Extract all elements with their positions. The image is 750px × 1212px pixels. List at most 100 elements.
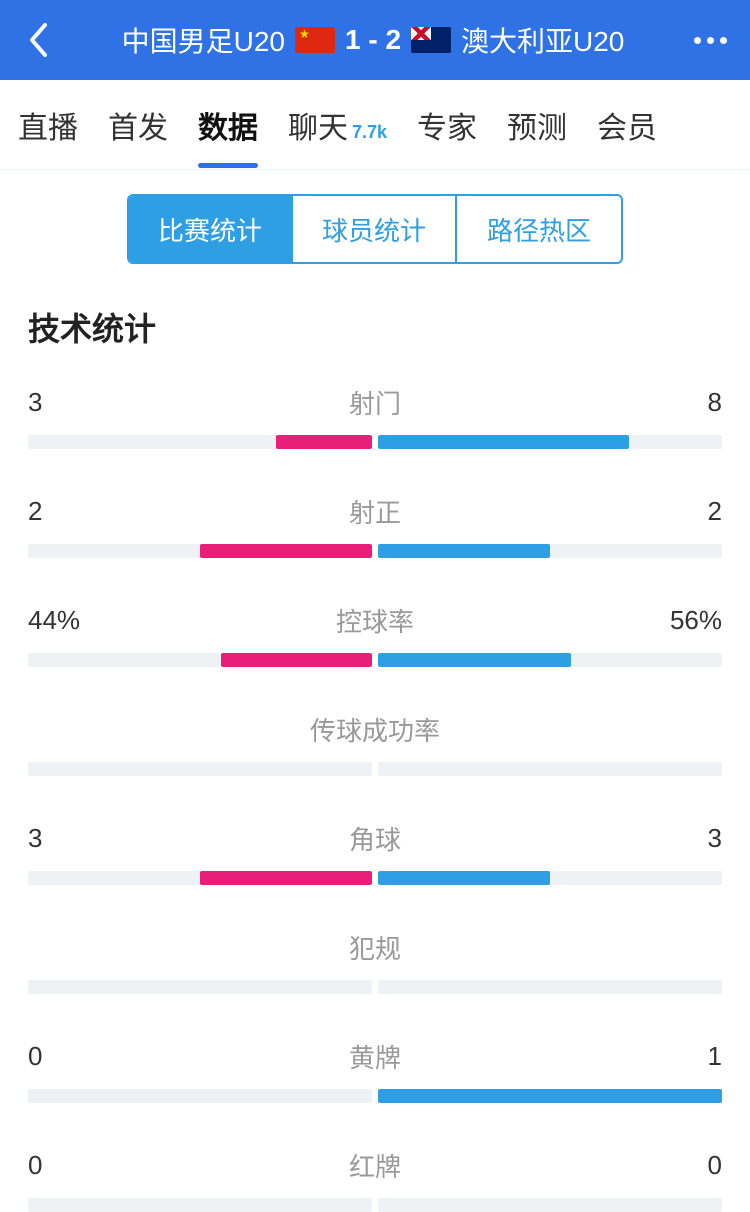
stat-away-value: 1 — [662, 1041, 722, 1072]
stat-bar — [28, 980, 722, 994]
away-team-name: 澳大利亚U20 — [461, 20, 624, 60]
stat-name: 射门 — [349, 384, 401, 421]
bar-fill-home — [276, 435, 372, 449]
bar-half-away — [378, 762, 722, 776]
bar-half-home — [28, 544, 372, 558]
tab-badge: 7.7k — [352, 122, 387, 143]
stat-labels: 3 角球 3 — [28, 820, 722, 857]
stat-home-value: 3 — [28, 387, 88, 418]
bar-half-away — [378, 871, 722, 885]
more-icon[interactable] — [690, 37, 730, 44]
tab-label: 预测 — [507, 103, 567, 147]
bar-fill-home — [200, 871, 372, 885]
stat-bar — [28, 544, 722, 558]
tab-2[interactable]: 数据 — [198, 83, 258, 167]
stat-labels: 传球成功率 — [28, 711, 722, 748]
stat-row: 3 射门 8 — [28, 384, 722, 449]
home-team-name: 中国男足U20 — [122, 20, 285, 60]
tab-label: 直播 — [18, 103, 78, 147]
bar-half-away — [378, 435, 722, 449]
stat-name: 射正 — [349, 493, 401, 530]
top-tabs: 直播首发数据聊天7.7k 专家预测会员 — [0, 80, 750, 170]
flag-cn-icon — [295, 27, 335, 53]
tab-label: 首发 — [108, 103, 168, 147]
bar-fill-away — [378, 435, 629, 449]
stat-name: 传球成功率 — [310, 711, 440, 748]
stat-row: 0红牌0 — [28, 1147, 722, 1212]
bar-half-away — [378, 980, 722, 994]
stat-row: 传球成功率 — [28, 711, 722, 776]
stat-name: 控球率 — [336, 602, 414, 639]
tab-6[interactable]: 会员 — [597, 83, 657, 167]
stat-labels: 3 射门 8 — [28, 384, 722, 421]
stat-bar — [28, 762, 722, 776]
bar-half-away — [378, 653, 722, 667]
bar-fill-away — [378, 1089, 722, 1103]
segment-1[interactable]: 球员统计 — [293, 196, 457, 262]
bar-fill-home — [221, 653, 372, 667]
match-title: 中国男足U20 1 - 2 澳大利亚U20 — [122, 20, 625, 60]
stat-name: 角球 — [349, 820, 401, 857]
stats-list: 3射门82射正244%控球率56%传球成功率3角球3犯规0黄牌10红牌0 — [0, 384, 750, 1212]
stat-labels: 犯规 — [28, 929, 722, 966]
bar-half-home — [28, 980, 372, 994]
segment-control-wrap: 比赛统计球员统计路径热区 — [0, 170, 750, 294]
stat-home-value: 0 — [28, 1150, 88, 1181]
match-score: 1 - 2 — [345, 24, 401, 56]
header: 中国男足U20 1 - 2 澳大利亚U20 — [0, 0, 750, 80]
bar-fill-home — [200, 544, 372, 558]
tab-1[interactable]: 首发 — [108, 83, 168, 167]
segment-0[interactable]: 比赛统计 — [129, 196, 293, 262]
segment-control: 比赛统计球员统计路径热区 — [127, 194, 623, 264]
stat-bar — [28, 871, 722, 885]
bar-fill-away — [378, 544, 550, 558]
segment-2[interactable]: 路径热区 — [457, 196, 621, 262]
section-title: 技术统计 — [0, 294, 750, 384]
tab-label: 聊天 — [288, 103, 348, 147]
flag-au-icon — [411, 27, 451, 53]
stat-row: 0 黄牌 1 — [28, 1038, 722, 1103]
stat-home-value: 44% — [28, 605, 88, 636]
bar-half-away — [378, 1089, 722, 1103]
bar-half-home — [28, 762, 372, 776]
stat-home-value: 0 — [28, 1041, 88, 1072]
stat-row: 3 角球 3 — [28, 820, 722, 885]
stat-row: 犯规 — [28, 929, 722, 994]
bar-half-home — [28, 653, 372, 667]
bar-half-home — [28, 435, 372, 449]
stat-away-value: 3 — [662, 823, 722, 854]
bar-half-away — [378, 1198, 722, 1212]
bar-fill-away — [378, 653, 571, 667]
bar-half-home — [28, 1089, 372, 1103]
stat-bar — [28, 653, 722, 667]
stat-labels: 0 黄牌 1 — [28, 1038, 722, 1075]
tab-label: 数据 — [198, 103, 258, 147]
tab-4[interactable]: 专家 — [417, 83, 477, 167]
stat-labels: 44% 控球率 56% — [28, 602, 722, 639]
stat-away-value: 2 — [662, 496, 722, 527]
stat-name: 黄牌 — [349, 1038, 401, 1075]
tab-0[interactable]: 直播 — [18, 83, 78, 167]
stat-home-value: 3 — [28, 823, 88, 854]
stat-name: 犯规 — [349, 929, 401, 966]
stat-name: 红牌 — [349, 1147, 401, 1184]
stat-away-value: 56% — [662, 605, 722, 636]
stat-bar — [28, 1198, 722, 1212]
tab-label: 会员 — [597, 103, 657, 147]
tab-label: 专家 — [417, 103, 477, 147]
stat-row: 44% 控球率 56% — [28, 602, 722, 667]
stat-row: 2 射正 2 — [28, 493, 722, 558]
stat-bar — [28, 1089, 722, 1103]
back-icon[interactable] — [20, 22, 56, 58]
stat-home-value: 2 — [28, 496, 88, 527]
stat-labels: 2 射正 2 — [28, 493, 722, 530]
bar-half-home — [28, 871, 372, 885]
stat-away-value: 8 — [662, 387, 722, 418]
bar-half-away — [378, 544, 722, 558]
stat-labels: 0红牌0 — [28, 1147, 722, 1184]
stat-bar — [28, 435, 722, 449]
tab-5[interactable]: 预测 — [507, 83, 567, 167]
bar-fill-away — [378, 871, 550, 885]
bar-half-home — [28, 1198, 372, 1212]
tab-3[interactable]: 聊天7.7k — [288, 83, 387, 167]
